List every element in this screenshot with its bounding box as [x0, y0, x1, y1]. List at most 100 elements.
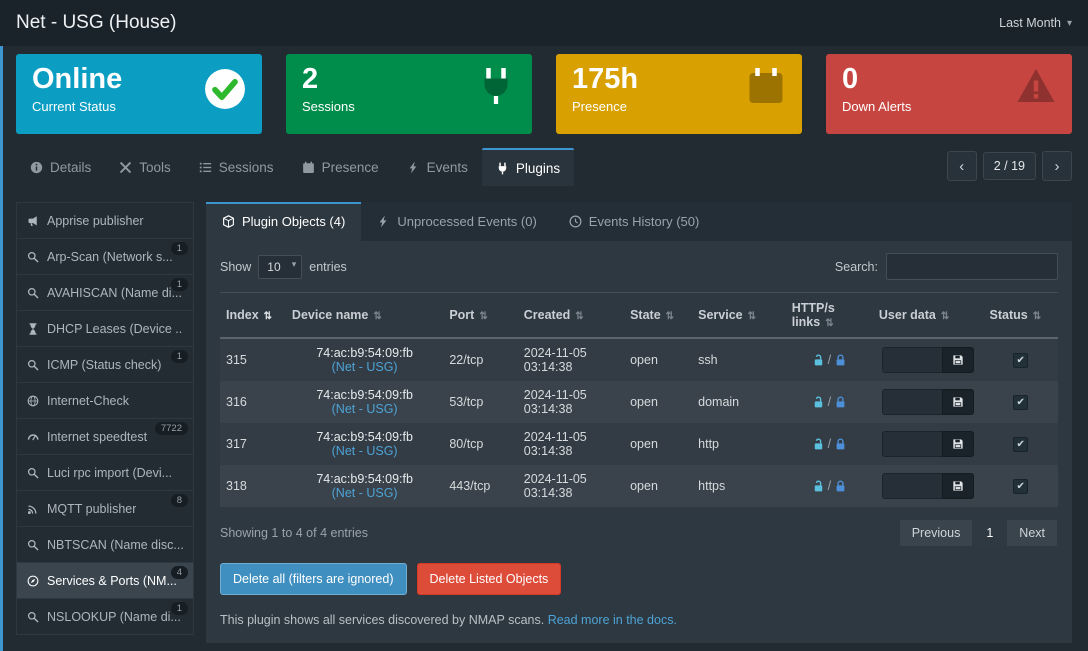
sidebar-accent-strip	[0, 46, 3, 651]
tab-events[interactable]: Events	[393, 148, 482, 186]
status-card-sessions[interactable]: 2 Sessions	[286, 54, 532, 134]
sidebar-item-nslookup[interactable]: NSLOOKUP (Name di... 1	[16, 598, 194, 635]
previous-page-button[interactable]: Previous	[898, 519, 974, 547]
user-data-input[interactable]	[882, 389, 943, 415]
sort-icon: ⇅	[575, 311, 584, 322]
sidebar-item-nbtscan[interactable]: NBTSCAN (Name disc...	[16, 526, 194, 563]
status-checkbox[interactable]: ✔	[1013, 479, 1029, 495]
sidebar-item-arp-scan[interactable]: Arp-Scan (Network s... 1	[16, 238, 194, 275]
column-header-service[interactable]: Service ⇅	[692, 292, 786, 339]
column-header-port[interactable]: Port ⇅	[443, 292, 518, 339]
table-row[interactable]: 318 74:ac:b9:54:09:fb (Net - USG) 443/tc…	[220, 465, 1058, 507]
status-card-down-alerts[interactable]: 0 Down Alerts	[826, 54, 1072, 134]
http-lock-open-icon[interactable]	[812, 438, 825, 451]
save-button[interactable]	[942, 473, 975, 499]
column-header-http-links[interactable]: HTTP/s links ⇅	[785, 292, 873, 339]
cell-user-data	[873, 381, 984, 423]
plugin-objects-table: Index ⇅ Device name ⇅ Port ⇅ Created ⇅ State…	[220, 292, 1058, 507]
user-data-input[interactable]	[882, 431, 943, 457]
sidebar-item-label: Arp-Scan (Network s...	[47, 249, 173, 264]
cube-icon	[222, 215, 235, 228]
tab-plugins[interactable]: Plugins	[481, 148, 575, 186]
next-page-button[interactable]: Next	[1006, 519, 1058, 547]
http-lock-open-icon[interactable]	[812, 396, 825, 409]
tab-presence[interactable]: Presence	[288, 148, 393, 186]
page-1-button[interactable]: 1	[973, 519, 1007, 547]
sidebar-item-label: Luci rpc import (Devi...	[47, 465, 173, 480]
http-lock-open-icon[interactable]	[812, 480, 825, 493]
sidebar-item-avahiscan[interactable]: AVAHISCAN (Name di... 1	[16, 274, 194, 311]
tab-details[interactable]: Details	[16, 148, 105, 186]
sidebar-item-internet-speedtest[interactable]: Internet speedtest 7722	[16, 418, 194, 455]
user-data-input[interactable]	[882, 473, 943, 499]
sidebar-item-services-ports[interactable]: Services & Ports (NM... 4	[16, 562, 194, 599]
device-link[interactable]: (Net - USG)	[331, 486, 398, 500]
tab-plugin-objects[interactable]: Plugin Objects (4)	[206, 202, 362, 241]
https-lock-icon[interactable]	[834, 396, 847, 409]
column-header-device-name[interactable]: Device name ⇅	[285, 292, 444, 339]
cell-status: ✔	[984, 465, 1059, 507]
user-data-input[interactable]	[882, 347, 943, 373]
sidebar-item-apprise-publisher[interactable]: Apprise publisher	[16, 202, 194, 239]
cell-status: ✔	[984, 338, 1059, 381]
content-area: Apprise publisher Arp-Scan (Network s...…	[0, 186, 1088, 643]
delete-all-button[interactable]: Delete all (filters are ignored)	[220, 563, 407, 595]
search-label: Search:	[834, 259, 878, 274]
delete-listed-button[interactable]: Delete Listed Objects	[416, 563, 562, 595]
device-link[interactable]: (Net - USG)	[331, 402, 398, 416]
cell-index: 318	[226, 479, 247, 493]
page-size-select[interactable]: 10	[258, 254, 303, 279]
sidebar-item-internet-check[interactable]: Internet-Check	[16, 382, 194, 419]
sidebar-item-mqtt-publisher[interactable]: MQTT publisher 8	[16, 490, 194, 527]
docs-link[interactable]: Read more in the docs.	[547, 613, 677, 627]
save-button[interactable]	[942, 431, 975, 457]
table-row[interactable]: 315 74:ac:b9:54:09:fb (Net - USG) 22/tcp…	[220, 338, 1058, 381]
cell-index: 315	[226, 353, 247, 367]
column-header-user-data[interactable]: User data ⇅	[872, 292, 984, 339]
https-lock-icon[interactable]	[834, 438, 847, 451]
cell-created: 2024-11-05 03:14:38	[523, 430, 587, 458]
device-link[interactable]: (Net - USG)	[331, 444, 398, 458]
tab-unprocessed-events[interactable]: Unprocessed Events (0)	[361, 202, 552, 241]
column-header-created[interactable]: Created ⇅	[517, 292, 625, 339]
calendar-icon	[302, 161, 315, 174]
column-header-index[interactable]: Index ⇅	[220, 292, 286, 339]
https-lock-icon[interactable]	[834, 480, 847, 493]
search-input[interactable]	[886, 253, 1058, 280]
https-lock-icon[interactable]	[834, 354, 847, 367]
sort-icon: ⇅	[479, 311, 488, 322]
status-card-online[interactable]: Online Current Status	[16, 54, 262, 134]
tab-sessions[interactable]: Sessions	[185, 148, 288, 186]
cell-port: 53/tcp	[449, 395, 484, 409]
tab-events-history[interactable]: Events History (50)	[553, 202, 716, 241]
sort-icon: ⇅	[373, 311, 382, 322]
sidebar-item-icmp[interactable]: ICMP (Status check) 1	[16, 346, 194, 383]
check-circle-icon	[204, 68, 246, 110]
search-icon	[27, 611, 39, 623]
status-card-presence[interactable]: 175h Presence	[556, 54, 802, 134]
prev-device-button[interactable]: ‹	[946, 151, 977, 181]
cell-service: https	[698, 479, 726, 493]
plugin-sidebar: Apprise publisher Arp-Scan (Network s...…	[16, 202, 194, 635]
next-device-button[interactable]: ›	[1042, 151, 1072, 181]
table-row[interactable]: 317 74:ac:b9:54:09:fb (Net - USG) 80/tcp…	[220, 423, 1058, 465]
save-button[interactable]	[942, 389, 975, 415]
sidebar-item-dhcp-leases[interactable]: DHCP Leases (Device ...	[16, 310, 194, 347]
table-row[interactable]: 316 74:ac:b9:54:09:fb (Net - USG) 53/tcp…	[220, 381, 1058, 423]
globe-icon	[27, 395, 39, 407]
action-buttons: Delete all (filters are ignored) Delete …	[220, 563, 1058, 595]
status-checkbox[interactable]: ✔	[1013, 353, 1029, 369]
cell-index: 317	[226, 437, 247, 451]
column-header-state[interactable]: State ⇅	[624, 292, 693, 339]
tab-tools[interactable]: Tools	[105, 148, 185, 186]
slash-separator: /	[827, 478, 832, 493]
device-link[interactable]: (Net - USG)	[331, 360, 398, 374]
column-header-status[interactable]: Status ⇅	[983, 292, 1058, 339]
tab-label: Sessions	[218, 159, 274, 175]
http-lock-open-icon[interactable]	[812, 354, 825, 367]
sidebar-item-luci-rpc-import[interactable]: Luci rpc import (Devi...	[16, 454, 194, 491]
status-checkbox[interactable]: ✔	[1013, 395, 1029, 411]
status-checkbox[interactable]: ✔	[1013, 437, 1029, 453]
save-button[interactable]	[942, 347, 975, 373]
period-selector[interactable]: Last Month ▾	[999, 16, 1072, 30]
